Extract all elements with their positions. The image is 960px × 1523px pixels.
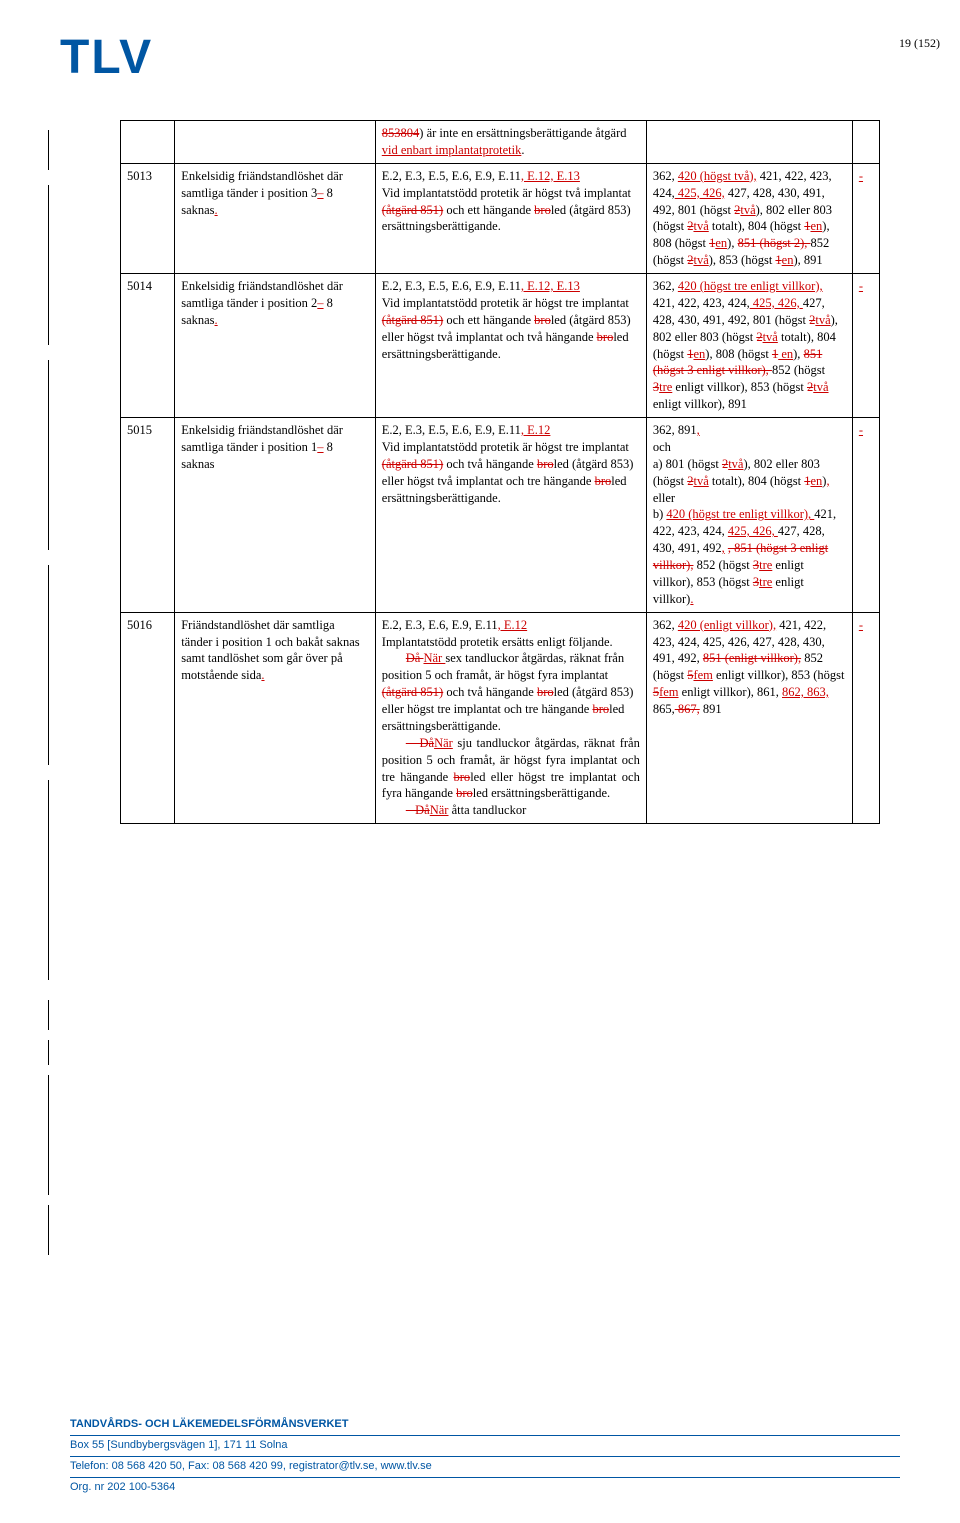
cell-code: 5016 bbox=[121, 612, 175, 824]
page-number: 19 (152) bbox=[899, 36, 940, 51]
cell-condition: E.2, E.3, E.6, E.9, E.11, E.12Implantats… bbox=[375, 612, 646, 824]
cell-description: Enkelsidig friändstandlöshet där samtlig… bbox=[175, 274, 376, 418]
footer-title: TANDVÅRDS- OCH LÄKEMEDELSFÖRMÅNSVERKET bbox=[70, 1415, 900, 1436]
cell-condition: E.2, E.3, E.5, E.6, E.9, E.11, E.12, E.1… bbox=[375, 163, 646, 273]
table-row: 5016Friändstandlöshet där samtliga tände… bbox=[121, 612, 880, 824]
cell-last: - bbox=[852, 274, 879, 418]
page-footer: TANDVÅRDS- OCH LÄKEMEDELSFÖRMÅNSVERKET B… bbox=[70, 1415, 900, 1493]
table-row: 5015Enkelsidig friändstandlöshet där sam… bbox=[121, 418, 880, 613]
footer-address: Box 55 [Sundbybergsvägen 1], 171 11 Soln… bbox=[70, 1436, 900, 1457]
cell-codes: 362, 420 (enligt villkor), 421, 422, 423… bbox=[646, 612, 852, 824]
change-bar-segment bbox=[48, 185, 49, 345]
cell-codes: 362, 891,ocha) 801 (högst 2två), 802 ell… bbox=[646, 418, 852, 613]
change-bar-segment bbox=[48, 130, 49, 170]
cell-description bbox=[175, 121, 376, 164]
cell-description: Enkelsidig friändstandlöshet där samtlig… bbox=[175, 163, 376, 273]
change-bar-segment bbox=[48, 1040, 49, 1065]
cell-last: - bbox=[852, 163, 879, 273]
change-bar-segment bbox=[48, 565, 49, 765]
change-bar-segment bbox=[48, 780, 49, 980]
cell-codes: 362, 420 (högst två), 421, 422, 423, 424… bbox=[646, 163, 852, 273]
table-row: 5013Enkelsidig friändstandlöshet där sam… bbox=[121, 163, 880, 273]
logo: TLV bbox=[60, 30, 153, 85]
cell-codes bbox=[646, 121, 852, 164]
cell-condition: 853804) är inte en ersättningsberättigan… bbox=[375, 121, 646, 164]
change-bar-segment bbox=[48, 1205, 49, 1255]
table-row: 5014Enkelsidig friändstandlöshet där sam… bbox=[121, 274, 880, 418]
footer-contact: Telefon: 08 568 420 50, Fax: 08 568 420 … bbox=[70, 1457, 900, 1478]
cell-code bbox=[121, 121, 175, 164]
regulation-table: 853804) är inte en ersättningsberättigan… bbox=[120, 120, 880, 824]
table-row: 853804) är inte en ersättningsberättigan… bbox=[121, 121, 880, 164]
change-bars bbox=[48, 130, 56, 1403]
cell-last: - bbox=[852, 418, 879, 613]
cell-condition: E.2, E.3, E.5, E.6, E.9, E.11, E.12Vid i… bbox=[375, 418, 646, 613]
change-bar-segment bbox=[48, 1075, 49, 1195]
cell-code: 5015 bbox=[121, 418, 175, 613]
cell-condition: E.2, E.3, E.5, E.6, E.9, E.11, E.12, E.1… bbox=[375, 274, 646, 418]
footer-org: Org. nr 202 100-5364 bbox=[70, 1478, 900, 1493]
cell-code: 5014 bbox=[121, 274, 175, 418]
cell-codes: 362, 420 (högst tre enligt villkor), 421… bbox=[646, 274, 852, 418]
cell-code: 5013 bbox=[121, 163, 175, 273]
change-bar-segment bbox=[48, 360, 49, 550]
cell-last: - bbox=[852, 612, 879, 824]
cell-description: Friändstandlöshet där samtliga tänder i … bbox=[175, 612, 376, 824]
change-bar-segment bbox=[48, 1000, 49, 1030]
cell-description: Enkelsidig friändstandlöshet där samtlig… bbox=[175, 418, 376, 613]
cell-last bbox=[852, 121, 879, 164]
